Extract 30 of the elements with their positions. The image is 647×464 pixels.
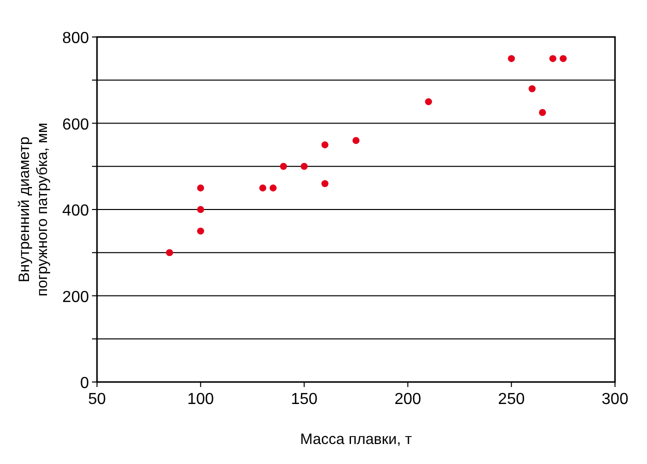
point [321,141,328,148]
x-tick-label: 300 [602,391,628,408]
y-tick-label: 400 [62,202,90,220]
point [538,108,546,116]
x-axis-title: Масса плавки, т [300,431,412,448]
point [259,184,266,192]
x-tick-label: 50 [88,391,106,408]
point [528,85,536,92]
point [300,162,308,170]
x-tick-label: 200 [394,391,422,408]
point [508,55,515,62]
y-tick-label: 800 [62,30,90,47]
x-tick-label: 150 [290,391,318,408]
y-tick-label: 600 [62,116,90,134]
point [280,162,287,170]
x-tick-label: 100 [187,391,214,408]
point [270,184,277,192]
point [166,249,174,256]
point [560,55,567,62]
point [197,184,204,192]
point [549,55,556,62]
point [321,180,328,188]
point [197,206,204,213]
y-tick-label: 0 [80,375,90,392]
point [425,98,432,106]
y-axis-title: Внутренний диаметр погружного патрубка, мм [16,122,51,296]
x-tick-label: 250 [498,391,525,408]
point [352,137,360,144]
y-tick-label: 200 [62,288,90,306]
point [197,228,204,235]
